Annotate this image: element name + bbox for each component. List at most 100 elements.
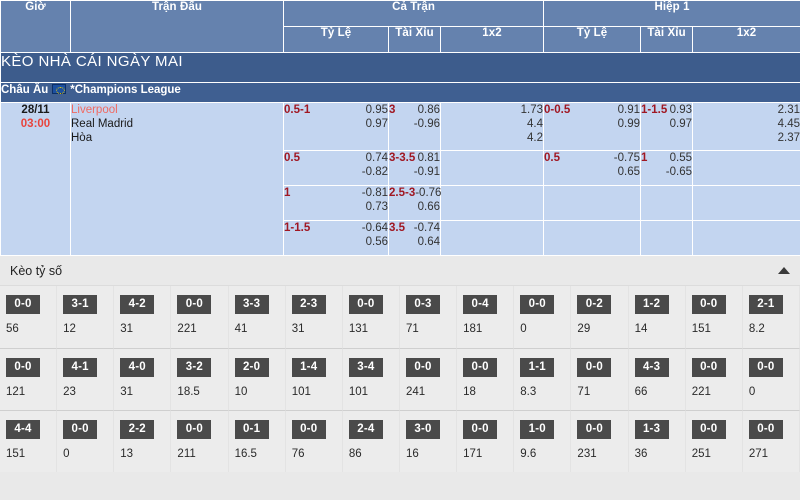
score-cell[interactable]: 0-0 76 [285,410,343,472]
score-badge[interactable]: 0-0 [6,295,40,314]
score-odd-value[interactable]: 14 [634,323,648,335]
score-badge[interactable]: 0-0 [748,420,783,439]
score-odd-value[interactable]: 16 [405,448,419,460]
score-badge[interactable]: 3-2 [177,358,212,377]
score-cell[interactable]: 4-4 151 [0,410,58,472]
ft-over-under-cell[interactable]: 3.5 -0.74 0.64 [388,220,441,256]
score-cell[interactable]: 0-1 16.5 [228,410,286,472]
ft-over-under-cell[interactable]: 3-3.5 0.81 -0.91 [388,150,441,186]
score-odd-value[interactable]: 221 [177,323,197,335]
score-cell[interactable]: 4-3 66 [628,348,686,410]
score-odd-value[interactable]: 18.5 [177,386,200,398]
h1-handicap-cell[interactable]: 0.5 -0.75 0.65 [543,150,642,186]
score-cell[interactable]: 2-4 86 [342,410,400,472]
score-badge[interactable]: 3-4 [348,358,383,377]
score-badge[interactable]: 1-0 [520,420,555,439]
score-odd-value[interactable]: 9.6 [520,448,537,460]
score-cell[interactable]: 3-1 12 [57,286,115,348]
score-odd-value[interactable]: 18 [463,386,476,398]
ft-handicap-odd-top[interactable]: 0.74 [365,152,388,164]
score-badge[interactable]: 4-2 [120,295,155,314]
score-cell[interactable]: 3-0 16 [399,410,458,472]
score-cell[interactable]: 0-0 121 [0,348,58,410]
score-badge[interactable]: 1-4 [291,358,326,377]
score-odd-value[interactable]: 8.3 [520,386,537,398]
score-cell[interactable]: 0-0 131 [342,286,400,348]
score-badge[interactable]: 0-0 [177,295,212,314]
score-badge[interactable]: 0-0 [6,358,40,377]
ft-handicap-odd-top[interactable]: 0.95 [365,104,388,116]
score-cell[interactable]: 0-0 241 [399,348,458,410]
score-badge[interactable]: 0-0 [691,358,726,377]
score-badge[interactable]: 1-3 [634,420,669,439]
ft-ou-odd-bottom[interactable]: 0.64 [417,236,440,248]
score-odd-value[interactable]: 41 [234,323,248,335]
score-odd-value[interactable]: 211 [177,448,196,460]
ft-1x2-draw[interactable]: 4.4 [527,118,544,130]
ft-handicap-line[interactable]: 0.5 [284,152,300,164]
ft-ou-odd-bottom[interactable]: -0.96 [413,118,440,130]
score-odd-value[interactable]: 171 [463,448,483,460]
ft-handicap-cell[interactable]: 1-1.5 -0.64 0.56 [283,220,389,256]
score-cell[interactable]: 0-0 251 [685,410,743,472]
score-odd-value[interactable]: 86 [348,448,362,460]
score-cell[interactable]: 3-2 18.5 [171,348,229,410]
score-cell[interactable]: 0-0 0 [514,286,572,348]
score-badge[interactable]: 4-3 [634,358,669,377]
h1-handicap-line[interactable]: 0.5 [544,152,561,164]
score-badge[interactable]: 0-0 [748,358,783,377]
score-badge[interactable]: 0-0 [577,420,612,439]
h1-handicap-odd-bottom[interactable]: 0.65 [617,166,641,178]
score-badge[interactable]: 2-3 [291,295,326,314]
score-badge[interactable]: 2-4 [348,420,383,439]
score-odd-value[interactable]: 29 [577,323,591,335]
score-odd-value[interactable]: 231 [577,448,597,460]
score-cell[interactable]: 4-2 31 [114,286,172,348]
score-cell[interactable]: 0-4 181 [457,286,515,348]
h1-ou-odd-bottom[interactable]: -0.65 [665,166,693,178]
score-badge[interactable]: 0-0 [177,420,212,439]
score-cell[interactable]: 1-0 9.6 [514,410,572,472]
ft-handicap-line[interactable]: 1-1.5 [284,222,311,234]
score-badge[interactable]: 1-1 [520,358,555,377]
score-odd-value[interactable]: 251 [691,448,711,460]
score-odd-value[interactable]: 181 [463,323,483,335]
score-odd-value[interactable]: 31 [120,386,134,398]
score-odd-value[interactable]: 23 [63,386,76,398]
score-odd-value[interactable]: 101 [348,386,369,398]
score-cell[interactable]: 2-3 31 [285,286,343,348]
score-odd-value[interactable]: 221 [691,386,711,398]
ft-handicap-cell[interactable]: 1 -0.81 0.73 [283,185,389,221]
score-odd-value[interactable]: 0 [63,448,70,460]
h1-over-under-cell[interactable]: 1-1.5 0.93 0.97 [640,102,694,151]
h1-handicap-odd-top[interactable]: 0.91 [617,104,641,116]
score-cell[interactable]: 0-0 0 [742,348,800,410]
ft-ou-odd-top[interactable]: 0.86 [417,104,440,116]
ft-ou-line[interactable]: 2.5-3 [389,187,416,199]
ft-ou-odd-bottom[interactable]: -0.91 [413,166,440,178]
score-cell[interactable]: 2-0 10 [228,348,286,410]
ft-ou-line[interactable]: 3 [389,104,396,116]
h1-ou-odd-top[interactable]: 0.55 [669,152,693,164]
score-cell[interactable]: 2-2 13 [114,410,172,472]
score-badge[interactable]: 0-0 [463,420,498,439]
score-odd-value[interactable]: 10 [234,386,248,398]
score-odd-value[interactable]: 121 [6,386,26,398]
h1-1x2-away[interactable]: 2.37 [777,132,800,144]
score-badge[interactable]: 2-1 [748,295,783,314]
score-badge[interactable]: 0-0 [405,358,440,377]
team-away[interactable]: Real Madrid [71,118,133,130]
h1-handicap-odd-top[interactable]: -0.75 [613,152,641,164]
score-cell[interactable]: 1-4 101 [285,348,343,410]
score-badge[interactable]: 0-0 [691,295,726,314]
score-cell[interactable]: 0-0 221 [685,348,743,410]
score-badge[interactable]: 3-0 [405,420,440,439]
ft-ou-line[interactable]: 3-3.5 [389,152,416,164]
score-cell[interactable]: 1-2 14 [628,286,686,348]
score-badge[interactable]: 2-0 [234,358,269,377]
ft-handicap-odd-bottom[interactable]: 0.73 [365,201,388,213]
score-odd-value[interactable]: 71 [405,323,419,335]
h1-ou-odd-bottom[interactable]: 0.97 [669,118,693,130]
ft-handicap-cell[interactable]: 0.5-1 0.95 0.97 [283,102,389,151]
h1-1x2-draw[interactable]: 4.45 [777,118,800,130]
